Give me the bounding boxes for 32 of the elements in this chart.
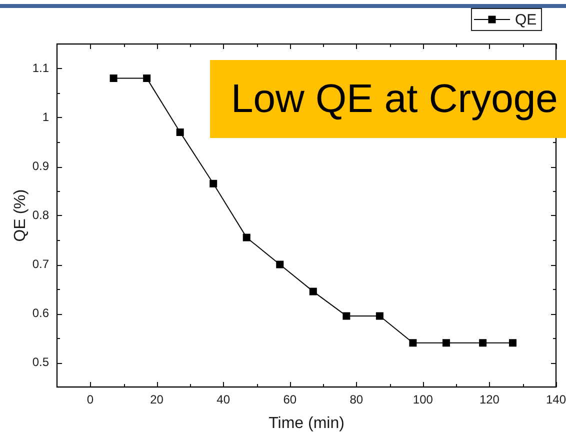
point <box>242 234 250 242</box>
y-tick-label: 0.6 <box>32 306 50 320</box>
y-tick-label: 0.9 <box>32 158 50 173</box>
point <box>309 288 317 296</box>
legend-label: QE <box>515 12 537 29</box>
point <box>409 339 417 347</box>
y-tick-label: 0.5 <box>32 354 50 369</box>
point <box>442 339 450 347</box>
x-tick-label: 40 <box>216 392 230 407</box>
point <box>276 260 284 268</box>
point <box>479 339 487 347</box>
point <box>509 339 517 347</box>
x-tick-label: 100 <box>412 392 434 407</box>
x-tick-label: 80 <box>350 392 364 407</box>
x-tick-label: 0 <box>86 392 94 407</box>
point <box>210 180 218 188</box>
point <box>342 312 350 320</box>
point <box>143 74 151 82</box>
y-axis-title: QE (%) <box>12 189 30 242</box>
point <box>176 128 184 136</box>
point <box>110 74 118 82</box>
y-tick-label: 0.8 <box>32 208 50 222</box>
x-tick-label: 140 <box>546 392 566 407</box>
x-tick-label: 60 <box>283 392 297 407</box>
annotation: Low QE at Cryoge <box>231 77 558 121</box>
point <box>376 312 384 320</box>
y-tick-label: 1.1 <box>32 60 50 75</box>
y-tick-label: 1 <box>42 110 50 124</box>
y-tick-label: 0.7 <box>32 256 50 271</box>
x-tick-label: 120 <box>479 392 500 407</box>
x-axis-title: Time (min) <box>268 414 344 432</box>
x-tick-label: 20 <box>150 392 164 407</box>
